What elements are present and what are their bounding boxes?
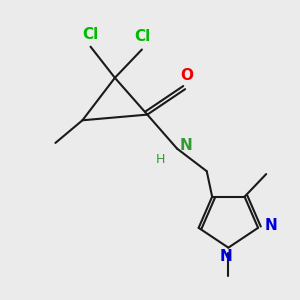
Text: N: N (265, 218, 278, 232)
Text: N: N (179, 138, 192, 153)
Text: N: N (220, 249, 233, 264)
Text: O: O (180, 68, 193, 83)
Text: Cl: Cl (82, 27, 99, 42)
Text: H: H (156, 153, 166, 167)
Text: Cl: Cl (134, 29, 150, 44)
